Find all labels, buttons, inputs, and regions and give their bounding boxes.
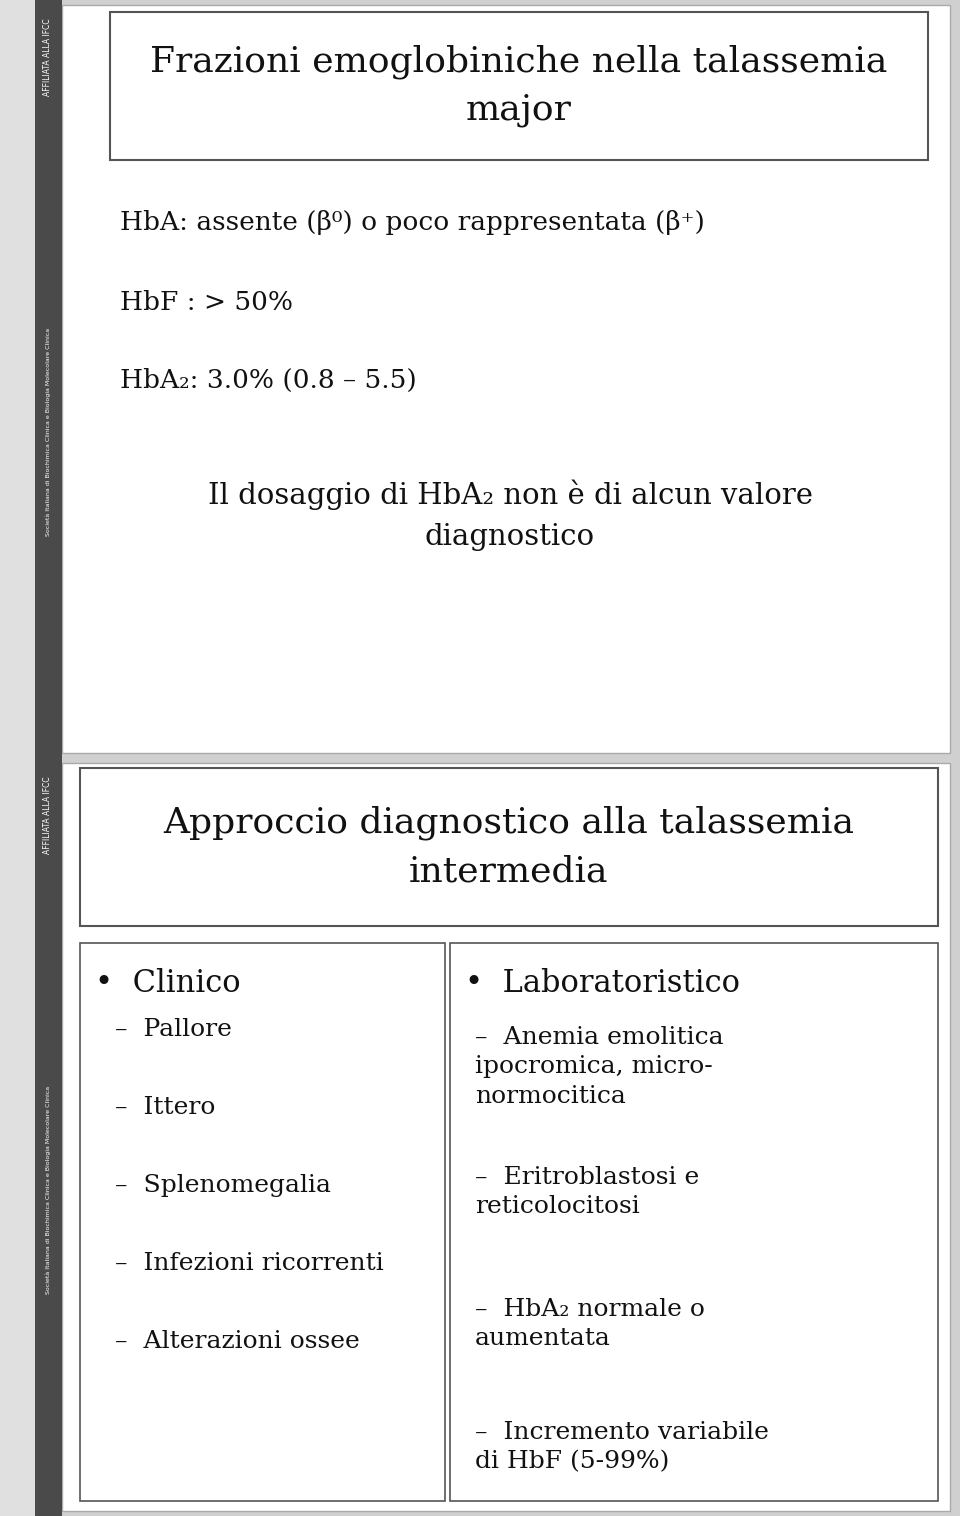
Text: Il dosaggio di HbA₂ non è di alcun valore: Il dosaggio di HbA₂ non è di alcun valor… bbox=[207, 481, 812, 511]
Text: HbA: assente (β⁰) o poco rappresentata (β⁺): HbA: assente (β⁰) o poco rappresentata (… bbox=[120, 211, 705, 235]
Text: HbA₂: 3.0% (0.8 – 5.5): HbA₂: 3.0% (0.8 – 5.5) bbox=[120, 368, 417, 393]
Bar bbox=[110, 12, 928, 161]
Bar bbox=[80, 943, 445, 1501]
Text: Frazioni emoglobiniche nella talassemia
major: Frazioni emoglobiniche nella talassemia … bbox=[151, 45, 888, 127]
Bar bbox=[35, 758, 62, 1516]
Text: •  Laboratoristico: • Laboratoristico bbox=[465, 969, 740, 999]
Bar bbox=[80, 769, 938, 926]
Text: Approccio diagnostico alla talassemia
intermedia: Approccio diagnostico alla talassemia in… bbox=[163, 807, 854, 888]
Text: diagnostico: diagnostico bbox=[425, 523, 595, 550]
Bar bbox=[0, 0, 58, 758]
Text: –  HbA₂ normale o
aumentata: – HbA₂ normale o aumentata bbox=[475, 1298, 705, 1351]
Text: –  Ittero: – Ittero bbox=[115, 1096, 215, 1119]
Text: –  Splenomegalia: – Splenomegalia bbox=[115, 1173, 331, 1198]
Bar bbox=[450, 943, 938, 1501]
Text: AFFILIATA ALLA IFCC: AFFILIATA ALLA IFCC bbox=[43, 18, 53, 96]
Text: –  Incremento variabile
di HbF (5-99%): – Incremento variabile di HbF (5-99%) bbox=[475, 1420, 769, 1474]
Bar bbox=[0, 758, 58, 1516]
Text: –  Eritroblastosi e
reticolocitosi: – Eritroblastosi e reticolocitosi bbox=[475, 1166, 699, 1219]
Text: AFFILIATA ALLA IFCC: AFFILIATA ALLA IFCC bbox=[43, 776, 53, 854]
Text: –  Alterazioni ossee: – Alterazioni ossee bbox=[115, 1330, 360, 1352]
Text: –  Anemia emolitica
ipocromica, micro-
normocitica: – Anemia emolitica ipocromica, micro- no… bbox=[475, 1026, 724, 1108]
Text: –  Pallore: – Pallore bbox=[115, 1019, 232, 1041]
Text: Società Italiana di Biochimica Clinica e Biologia Molecolare Clinica: Società Italiana di Biochimica Clinica e… bbox=[45, 327, 51, 537]
Text: Società Italiana di Biochimica Clinica e Biologia Molecolare Clinica: Società Italiana di Biochimica Clinica e… bbox=[45, 1085, 51, 1295]
Text: –  Infezioni ricorrenti: – Infezioni ricorrenti bbox=[115, 1252, 384, 1275]
Bar bbox=[35, 0, 62, 758]
Text: •  Clinico: • Clinico bbox=[95, 969, 241, 999]
Text: HbF : > 50%: HbF : > 50% bbox=[120, 290, 293, 315]
